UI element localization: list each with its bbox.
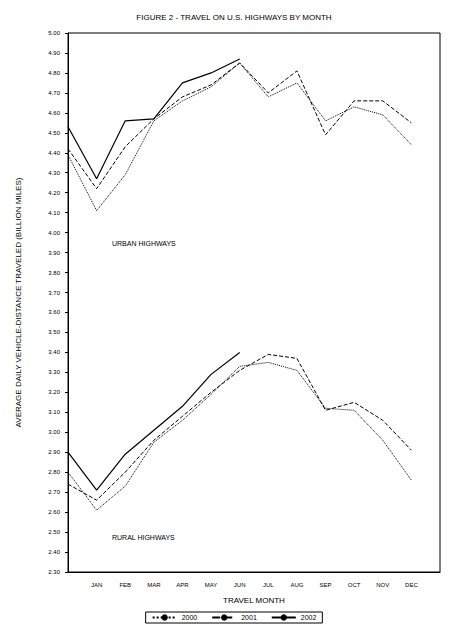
- svg-text:4.40: 4.40: [48, 150, 60, 156]
- svg-text:3.60: 3.60: [48, 309, 60, 315]
- svg-text:FIGURE 2 - TRAVEL ON U.S. HIGH: FIGURE 2 - TRAVEL ON U.S. HIGHWAYS BY MO…: [136, 13, 332, 22]
- svg-text:MAR: MAR: [147, 582, 161, 588]
- svg-text:2.90: 2.90: [48, 449, 60, 455]
- svg-text:JUN: JUN: [234, 582, 246, 588]
- svg-text:SEP: SEP: [320, 582, 332, 588]
- svg-text:OCT: OCT: [348, 582, 361, 588]
- svg-text:3.40: 3.40: [48, 349, 60, 355]
- svg-text:2.40: 2.40: [48, 549, 60, 555]
- svg-text:APR: APR: [176, 582, 189, 588]
- svg-text:FEB: FEB: [119, 582, 131, 588]
- svg-text:2000: 2000: [182, 614, 198, 621]
- svg-text:3.70: 3.70: [48, 290, 60, 296]
- svg-text:AVERAGE DAILY VEHICLE-DISTANCE: AVERAGE DAILY VEHICLE-DISTANCE TRAVELED …: [14, 177, 23, 427]
- svg-text:JUL: JUL: [263, 582, 274, 588]
- svg-text:2.80: 2.80: [48, 469, 60, 475]
- svg-text:4.50: 4.50: [48, 130, 60, 136]
- svg-text:RURAL HIGHWAYS: RURAL HIGHWAYS: [112, 534, 175, 541]
- svg-text:4.80: 4.80: [48, 70, 60, 76]
- svg-text:3.80: 3.80: [48, 270, 60, 276]
- svg-text:AUG: AUG: [290, 582, 303, 588]
- svg-text:2.30: 2.30: [48, 569, 60, 575]
- svg-text:3.10: 3.10: [48, 409, 60, 415]
- svg-text:4.70: 4.70: [48, 90, 60, 96]
- svg-text:JAN: JAN: [91, 582, 102, 588]
- svg-text:4.90: 4.90: [48, 50, 60, 56]
- svg-text:3.30: 3.30: [48, 369, 60, 375]
- svg-text:4.00: 4.00: [48, 230, 60, 236]
- svg-text:3.20: 3.20: [48, 389, 60, 395]
- svg-text:3.50: 3.50: [48, 329, 60, 335]
- svg-text:TRAVEL MONTH: TRAVEL MONTH: [223, 596, 285, 605]
- svg-text:MAY: MAY: [205, 582, 218, 588]
- svg-text:DEC: DEC: [405, 582, 418, 588]
- svg-text:2.60: 2.60: [48, 509, 60, 515]
- svg-text:2.70: 2.70: [48, 489, 60, 495]
- svg-text:URBAN HIGHWAYS: URBAN HIGHWAYS: [112, 240, 176, 247]
- svg-text:3.90: 3.90: [48, 250, 60, 256]
- svg-text:3.00: 3.00: [48, 429, 60, 435]
- svg-text:2002: 2002: [301, 614, 317, 621]
- svg-text:5.00: 5.00: [48, 30, 60, 36]
- svg-text:4.10: 4.10: [48, 210, 60, 216]
- svg-text:2001: 2001: [241, 614, 257, 621]
- svg-text:4.60: 4.60: [48, 110, 60, 116]
- svg-text:2.50: 2.50: [48, 529, 60, 535]
- svg-text:4.30: 4.30: [48, 170, 60, 176]
- svg-text:4.20: 4.20: [48, 190, 60, 196]
- svg-text:NOV: NOV: [376, 582, 389, 588]
